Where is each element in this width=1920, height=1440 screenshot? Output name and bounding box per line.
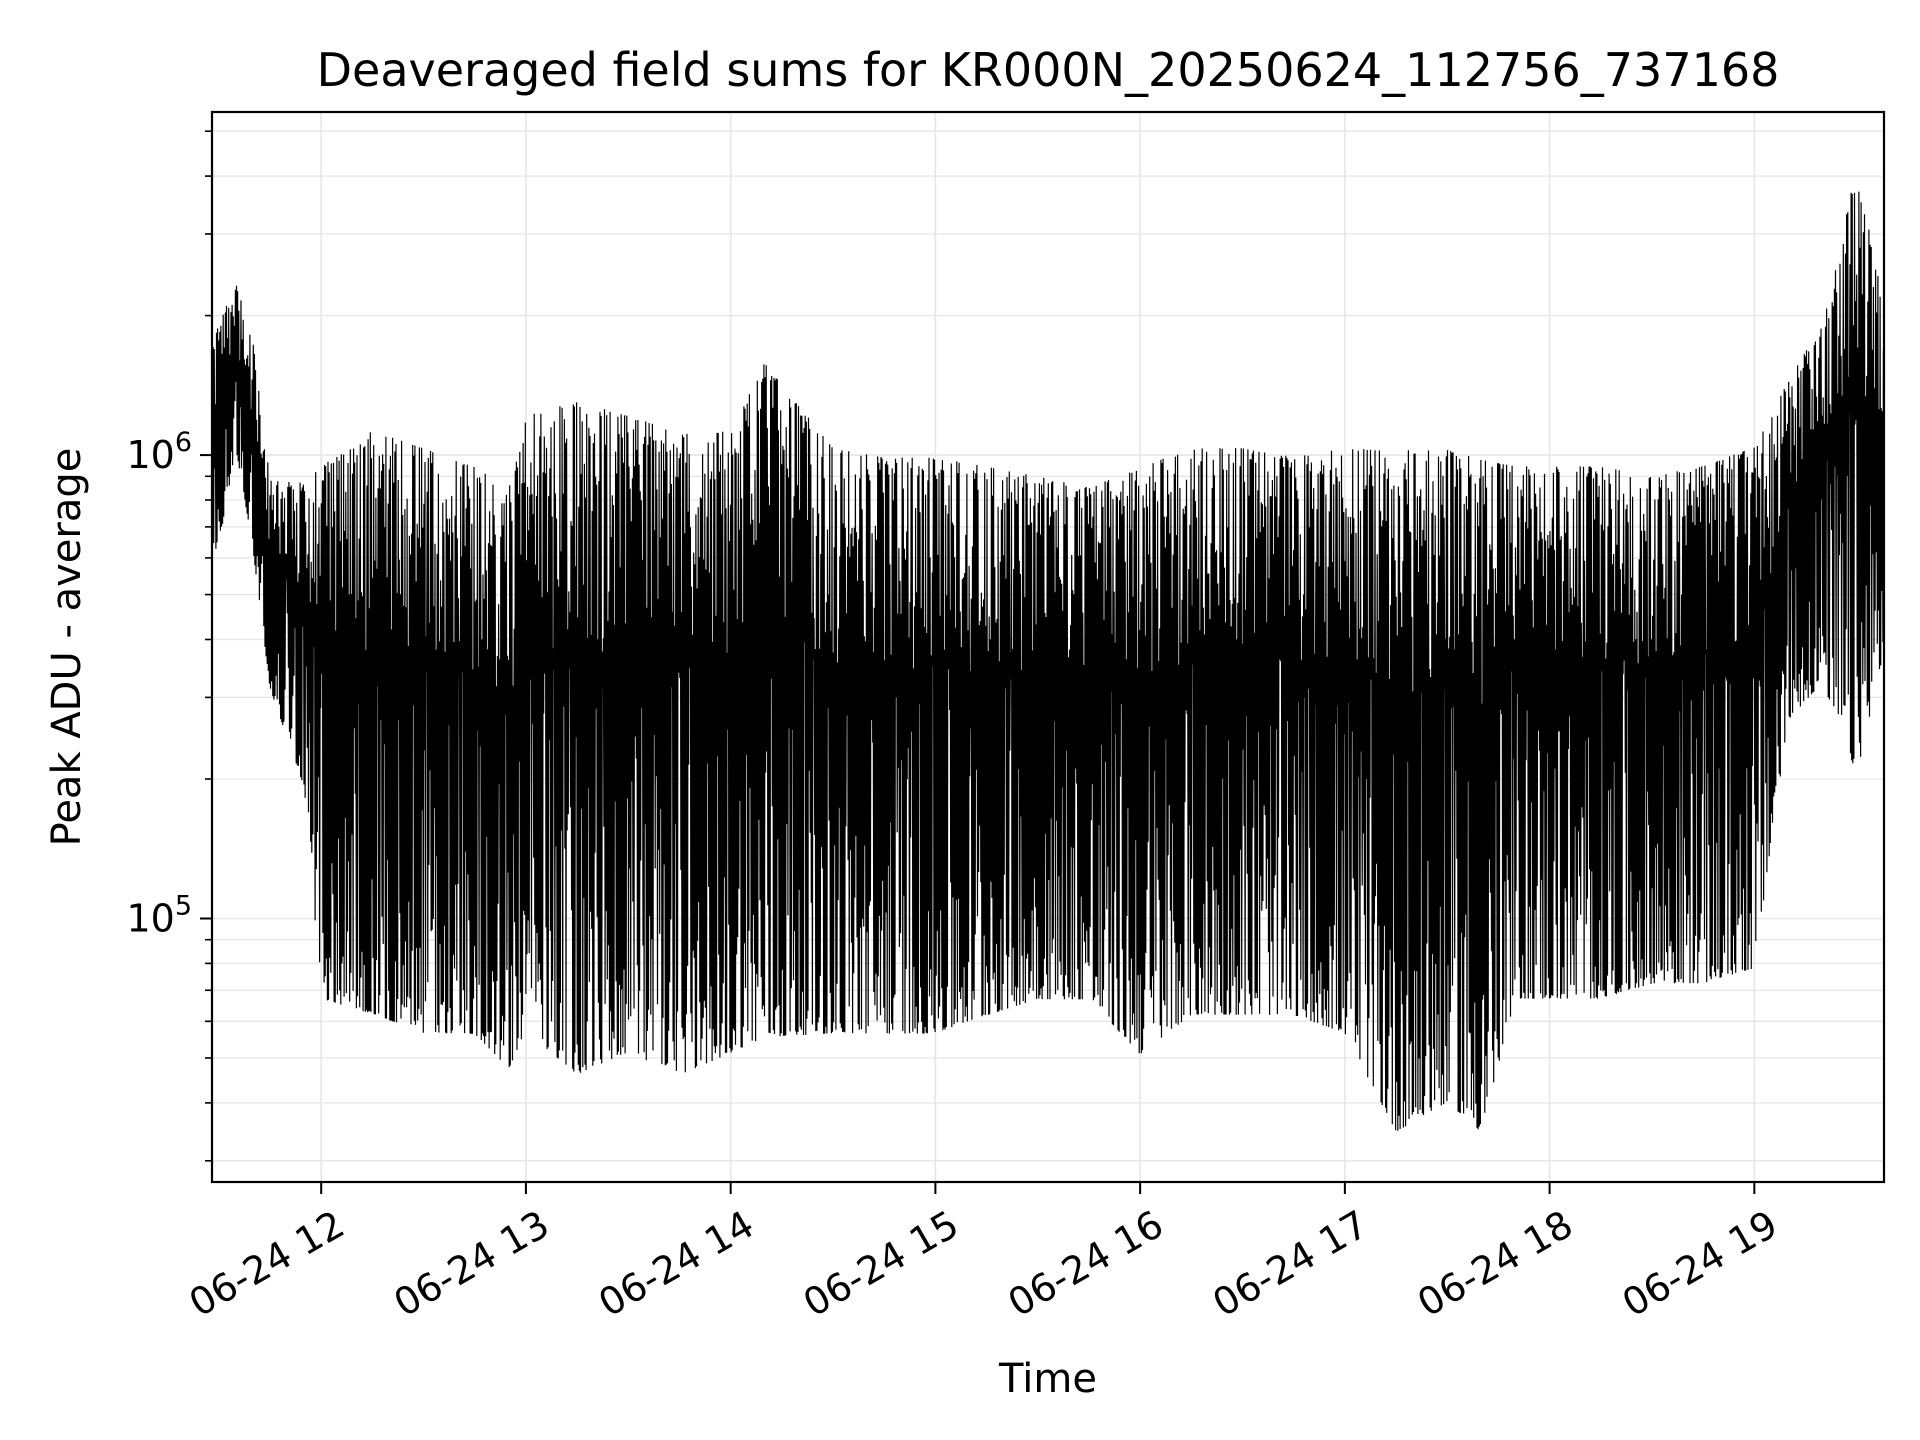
data-series (211, 191, 1885, 1131)
y-axis-label: Peak ADU - average (44, 448, 90, 847)
x-axis-label: Time (998, 1356, 1097, 1402)
chart-title: Deaveraged field sums for KR000N_2025062… (317, 43, 1780, 97)
plot-frame (210, 110, 1886, 1184)
series-line (211, 191, 1885, 1131)
